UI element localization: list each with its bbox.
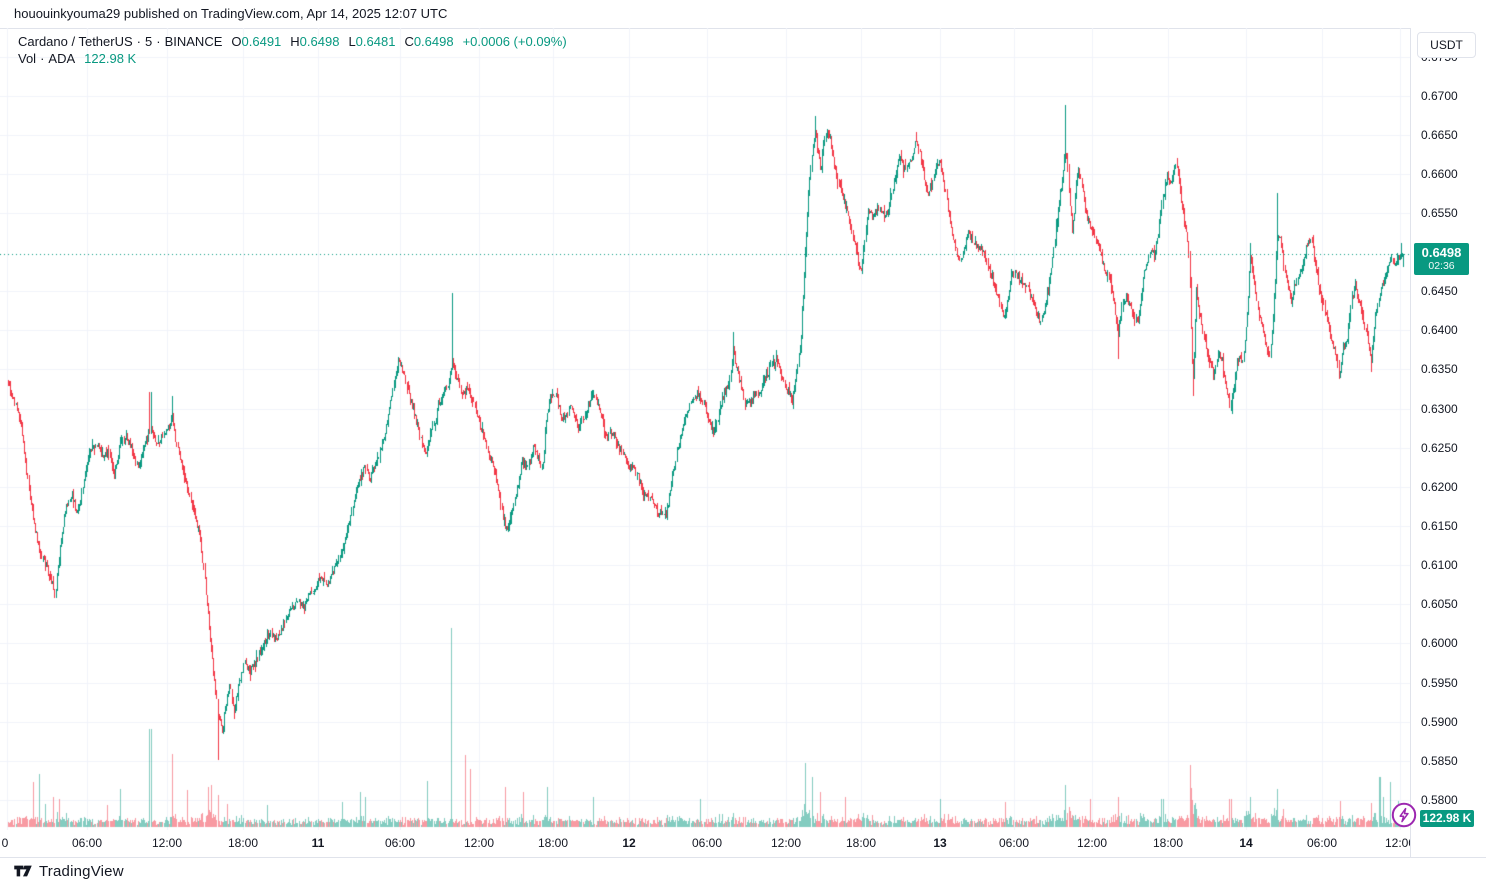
lightning-icon (1391, 802, 1417, 828)
publish-info-text: hououinkyouma29 published on TradingView… (14, 6, 448, 21)
ohlc-open-label: O (231, 34, 242, 49)
time-tick-label: 18:00 (227, 836, 259, 850)
time-scale[interactable]: 0 06:00 12:00 18:00 11 06:00 12:00 18:00 12 06:00… (0, 830, 1410, 857)
price-tick-label: 0.5800 (1421, 793, 1458, 807)
currency-toggle-button[interactable]: USDT (1417, 32, 1476, 58)
price-tick-label: 0.6200 (1421, 480, 1458, 494)
price-tick-label: 0.6650 (1421, 128, 1458, 142)
price-tick-label: 0.6600 (1421, 167, 1458, 181)
chart-legend: Cardano / TetherUS · 5 · BINANCE O 0.649… (18, 33, 571, 67)
price-tick-label: 0.6300 (1421, 402, 1458, 416)
time-tick-label: 18:00 (537, 836, 569, 850)
time-tick-label: 12 (622, 836, 636, 850)
volume-label: Vol (18, 51, 37, 66)
price-tick-label: 0.5850 (1421, 754, 1458, 768)
ohlc-low-label: L (348, 34, 356, 49)
price-scale[interactable]: USDT 0.6498 02:36 122.98 K 0.67500.67000… (1410, 28, 1486, 857)
legend-interval[interactable]: 5 (145, 34, 153, 49)
publish-info-bar: hououinkyouma29 published on TradingView… (0, 0, 1486, 28)
time-tick-label: 06:00 (1306, 836, 1338, 850)
volume-unit: ADA (48, 51, 76, 66)
time-tick-label: 13 (933, 836, 947, 850)
time-tick-label: 12:00 (1384, 836, 1410, 850)
last-price-value: 0.6498 (1421, 245, 1462, 260)
time-tick-label: 18:00 (845, 836, 877, 850)
volume-separator: · (40, 51, 45, 66)
time-tick-label: 14 (1239, 836, 1253, 850)
price-tick-label: 0.5950 (1421, 676, 1458, 690)
price-tick-label: 0.6450 (1421, 284, 1458, 298)
price-tick-label: 0.6400 (1421, 323, 1458, 337)
time-tick-label: 12:00 (1076, 836, 1108, 850)
tradingview-logo[interactable]: TradingView (13, 861, 124, 881)
ohlc-open-value: 0.6491 (241, 34, 282, 49)
price-tick-label: 0.6350 (1421, 362, 1458, 376)
time-tick-label: 12:00 (770, 836, 802, 850)
time-tick-label: 18:00 (1152, 836, 1184, 850)
ohlc-high-label: H (290, 34, 300, 49)
time-tick-label: 06:00 (998, 836, 1030, 850)
time-tick-label: 12:00 (463, 836, 495, 850)
time-tick-label: 06:00 (691, 836, 723, 850)
legend-separator: · (136, 34, 142, 49)
legend-volume-row: Vol · ADA 122.98 K (18, 50, 571, 67)
bar-countdown: 02:36 (1428, 260, 1455, 272)
time-tick-label: 06:00 (71, 836, 103, 850)
price-tick-label: 0.6250 (1421, 441, 1458, 455)
ohlc-high-value: 0.6498 (299, 34, 340, 49)
frame-bottom-border (0, 857, 1486, 858)
price-tick-label: 0.6000 (1421, 636, 1458, 650)
legend-exchange: BINANCE (164, 34, 223, 49)
legend-symbol[interactable]: Cardano / TetherUS (18, 34, 133, 49)
time-tick-label: 12:00 (151, 836, 183, 850)
last-price-badge: 0.6498 02:36 (1414, 243, 1469, 275)
ohlc-close-label: C (404, 34, 414, 49)
tradingview-brand-text: TradingView (39, 862, 124, 880)
price-tick-label: 0.6700 (1421, 89, 1458, 103)
volume-value: 122.98 K (84, 51, 137, 66)
price-tick-label: 0.6050 (1421, 597, 1458, 611)
price-tick-label: 0.6550 (1421, 206, 1458, 220)
change-value: +0.0006 (+0.09%) (462, 34, 567, 49)
last-volume-badge: 122.98 K (1420, 810, 1474, 827)
legend-symbol-row: Cardano / TetherUS · 5 · BINANCE O 0.649… (18, 33, 571, 50)
ohlc-low-value: 0.6481 (355, 34, 396, 49)
price-tick-label: 0.5900 (1421, 715, 1458, 729)
price-tick-label: 0.6150 (1421, 519, 1458, 533)
legend-separator: · (156, 34, 161, 49)
time-tick-label: 06:00 (384, 836, 416, 850)
boost-lightning-button[interactable] (1390, 801, 1418, 829)
time-tick-label: 0 (1, 836, 9, 850)
price-tick-label: 0.6100 (1421, 558, 1458, 572)
tradingview-logo-icon (14, 865, 32, 877)
time-tick-label: 11 (311, 836, 325, 850)
ohlc-close-value: 0.6498 (413, 34, 454, 49)
price-chart-canvas[interactable] (0, 28, 1410, 830)
